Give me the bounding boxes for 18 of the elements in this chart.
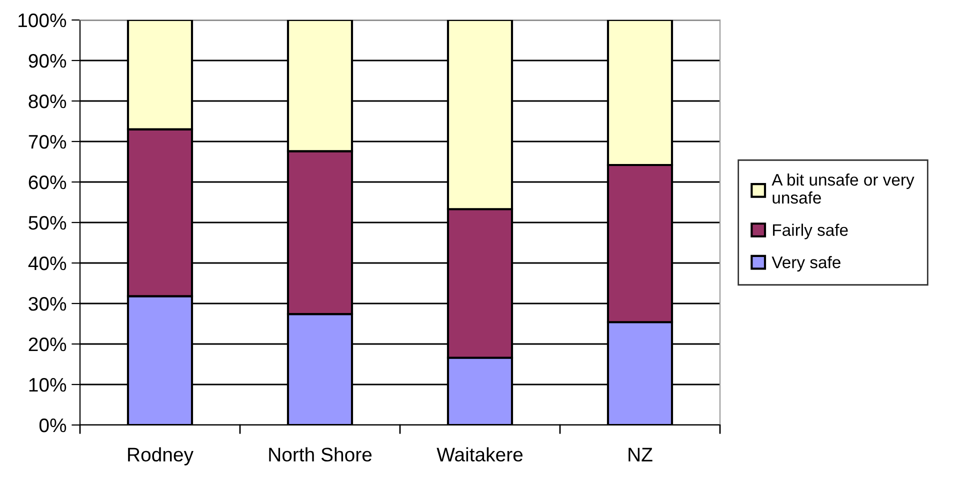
legend-label: Fairly safe [773, 224, 848, 240]
y-tick-label: 60% [28, 175, 66, 190]
y-tick-label: 70% [28, 134, 66, 149]
y-tick-label: 80% [28, 94, 66, 108]
y-tick-label: 30% [28, 296, 66, 311]
y-tick-label: 10% [29, 378, 66, 392]
y-tick-label: 0% [39, 418, 66, 432]
x-tick-label: Waitakere [436, 447, 523, 462]
x-tick-label: North Shore [269, 447, 372, 462]
y-tick-label: 40% [28, 256, 66, 270]
x-tick-label: NZ [628, 448, 652, 462]
y-tick-label: 20% [28, 337, 66, 352]
y-tick-label: 100% [18, 13, 66, 28]
y-tick-label: 50% [28, 216, 66, 230]
legend-label: Very safe [772, 256, 840, 272]
y-tick-label: 90% [28, 54, 66, 68]
x-tick-label: Rodney [128, 447, 194, 466]
legend-label: A bit unsafe or very unsafe [772, 173, 914, 204]
